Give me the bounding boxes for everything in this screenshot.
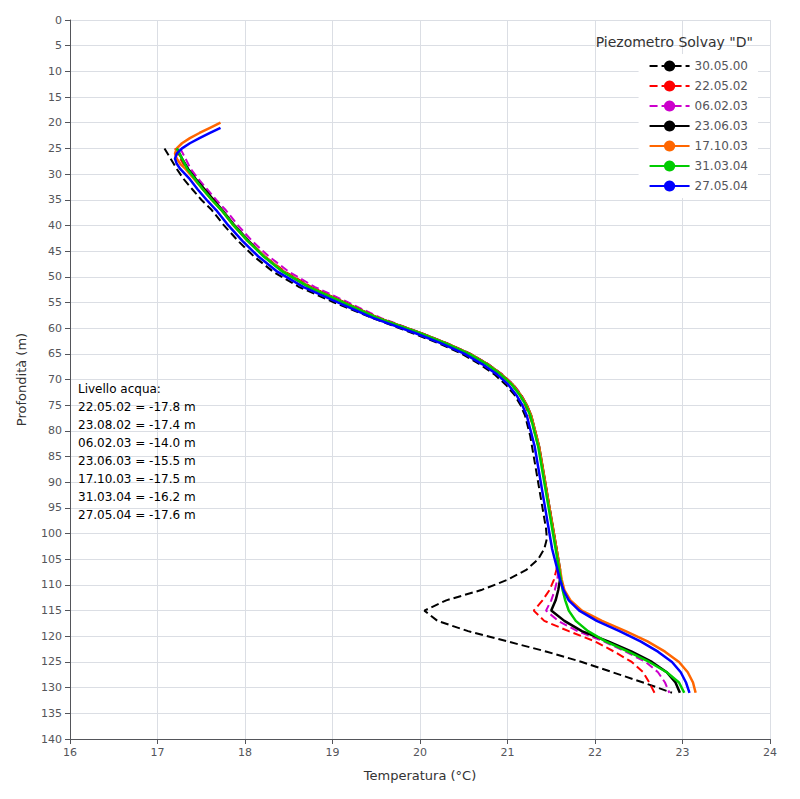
svg-text:19: 19 [326,746,340,759]
svg-text:65: 65 [48,347,62,360]
svg-text:40: 40 [48,219,62,232]
svg-text:23.06.03: 23.06.03 [695,119,748,133]
svg-text:17.10.03 = -17.5 m: 17.10.03 = -17.5 m [78,472,196,486]
svg-text:Temperatura (°C): Temperatura (°C) [363,768,476,783]
svg-text:22: 22 [588,746,602,759]
svg-text:Piezometro Solvay "D": Piezometro Solvay "D" [596,34,753,50]
svg-text:18: 18 [238,746,252,759]
svg-text:24: 24 [763,746,777,759]
svg-text:20: 20 [48,116,62,129]
svg-text:80: 80 [48,424,62,437]
svg-text:20: 20 [413,746,427,759]
svg-text:Livello acqua:: Livello acqua: [78,382,161,396]
svg-text:90: 90 [48,476,62,489]
svg-text:23.06.03 = -15.5 m: 23.06.03 = -15.5 m [78,454,196,468]
svg-text:55: 55 [48,296,62,309]
svg-text:17.10.03: 17.10.03 [695,139,748,153]
svg-text:60: 60 [48,322,62,335]
svg-text:70: 70 [48,373,62,386]
svg-text:130: 130 [41,681,62,694]
svg-text:35: 35 [48,193,62,206]
svg-text:27.05.04: 27.05.04 [695,179,748,193]
svg-text:30: 30 [48,168,62,181]
svg-text:125: 125 [41,655,62,668]
svg-text:31.03.04: 31.03.04 [695,159,748,173]
svg-text:Profondità (m): Profondità (m) [14,333,29,426]
svg-text:06.02.03 = -14.0 m: 06.02.03 = -14.0 m [78,436,196,450]
svg-text:120: 120 [41,630,62,643]
svg-text:17: 17 [151,746,165,759]
svg-text:30.05.00: 30.05.00 [695,59,748,73]
svg-text:85: 85 [48,450,62,463]
svg-text:22.05.02 = -17.8 m: 22.05.02 = -17.8 m [78,400,196,414]
svg-text:16: 16 [63,746,77,759]
svg-text:45: 45 [48,245,62,258]
svg-text:5: 5 [55,39,62,52]
svg-text:27.05.04 = -17.6 m: 27.05.04 = -17.6 m [78,508,196,522]
svg-text:0: 0 [55,14,62,27]
svg-text:22.05.02: 22.05.02 [695,79,748,93]
svg-text:100: 100 [41,527,62,540]
svg-text:140: 140 [41,733,62,746]
svg-text:135: 135 [41,707,62,720]
svg-text:50: 50 [48,270,62,283]
svg-text:15: 15 [48,91,62,104]
svg-text:06.02.03: 06.02.03 [695,99,748,113]
svg-text:21: 21 [501,746,515,759]
svg-text:110: 110 [41,578,62,591]
svg-text:75: 75 [48,399,62,412]
svg-text:105: 105 [41,553,62,566]
svg-text:95: 95 [48,501,62,514]
svg-text:23.08.02 = -17.4 m: 23.08.02 = -17.4 m [78,418,196,432]
svg-text:10: 10 [48,65,62,78]
svg-text:31.03.04 = -16.2 m: 31.03.04 = -16.2 m [78,490,196,504]
svg-text:115: 115 [41,604,62,617]
svg-text:25: 25 [48,142,62,155]
svg-text:23: 23 [676,746,690,759]
